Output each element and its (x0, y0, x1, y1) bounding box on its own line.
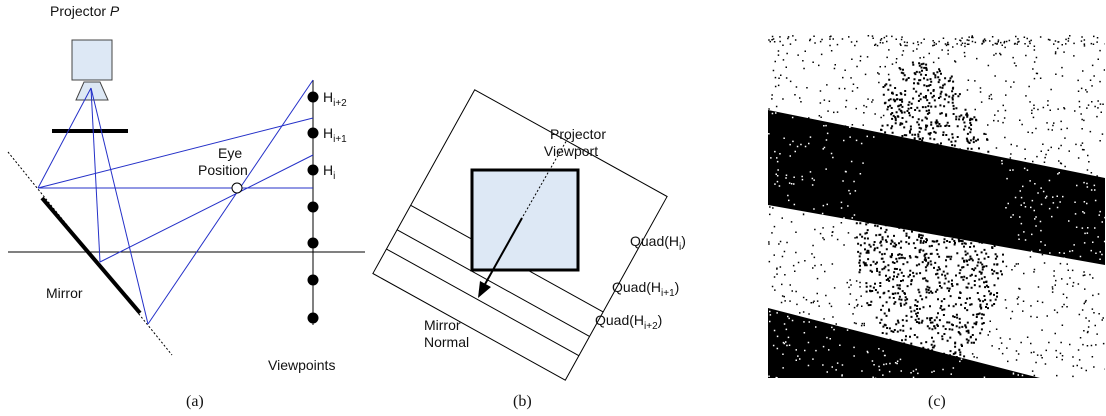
panel-a: Projector P Eye Position Hi+2 Hi+1 Hi Mi… (8, 3, 365, 410)
caption: (b) (513, 393, 532, 410)
viewport-label: Viewport (544, 143, 598, 159)
arrow-head (478, 281, 491, 298)
viewport (472, 170, 578, 270)
figure: Projector P Eye Position Hi+2 Hi+1 Hi Mi… (0, 0, 1106, 416)
caption: (a) (186, 393, 204, 410)
height-label: Hi+2 (323, 89, 347, 109)
rendered-image (768, 35, 1106, 379)
normal-label: Mirror (424, 317, 461, 333)
quad-label: Quad(Hi+2) (595, 312, 662, 332)
panel-c: (c) (768, 35, 1106, 410)
projector-label: Projector P (50, 3, 120, 19)
quad-label: Quad(Hi+1) (612, 279, 679, 299)
quad-label: Quad(Hi) (630, 233, 686, 253)
viewport-label: Projector (550, 126, 606, 142)
height-label: Hi+1 (323, 125, 347, 145)
normal-label: Normal (424, 334, 469, 350)
eye-position (232, 183, 242, 193)
caption: (c) (928, 393, 946, 410)
eye-label: Position (198, 162, 248, 178)
mirror-label: Mirror (46, 285, 83, 301)
panel-b: Projector Viewport Quad(Hi) Quad(Hi+1) Q… (373, 90, 686, 410)
viewpoints-label: Viewpoints (268, 357, 335, 373)
projector-body (72, 40, 112, 80)
height-label: Hi (323, 162, 335, 182)
eye-label: Eye (218, 145, 242, 161)
